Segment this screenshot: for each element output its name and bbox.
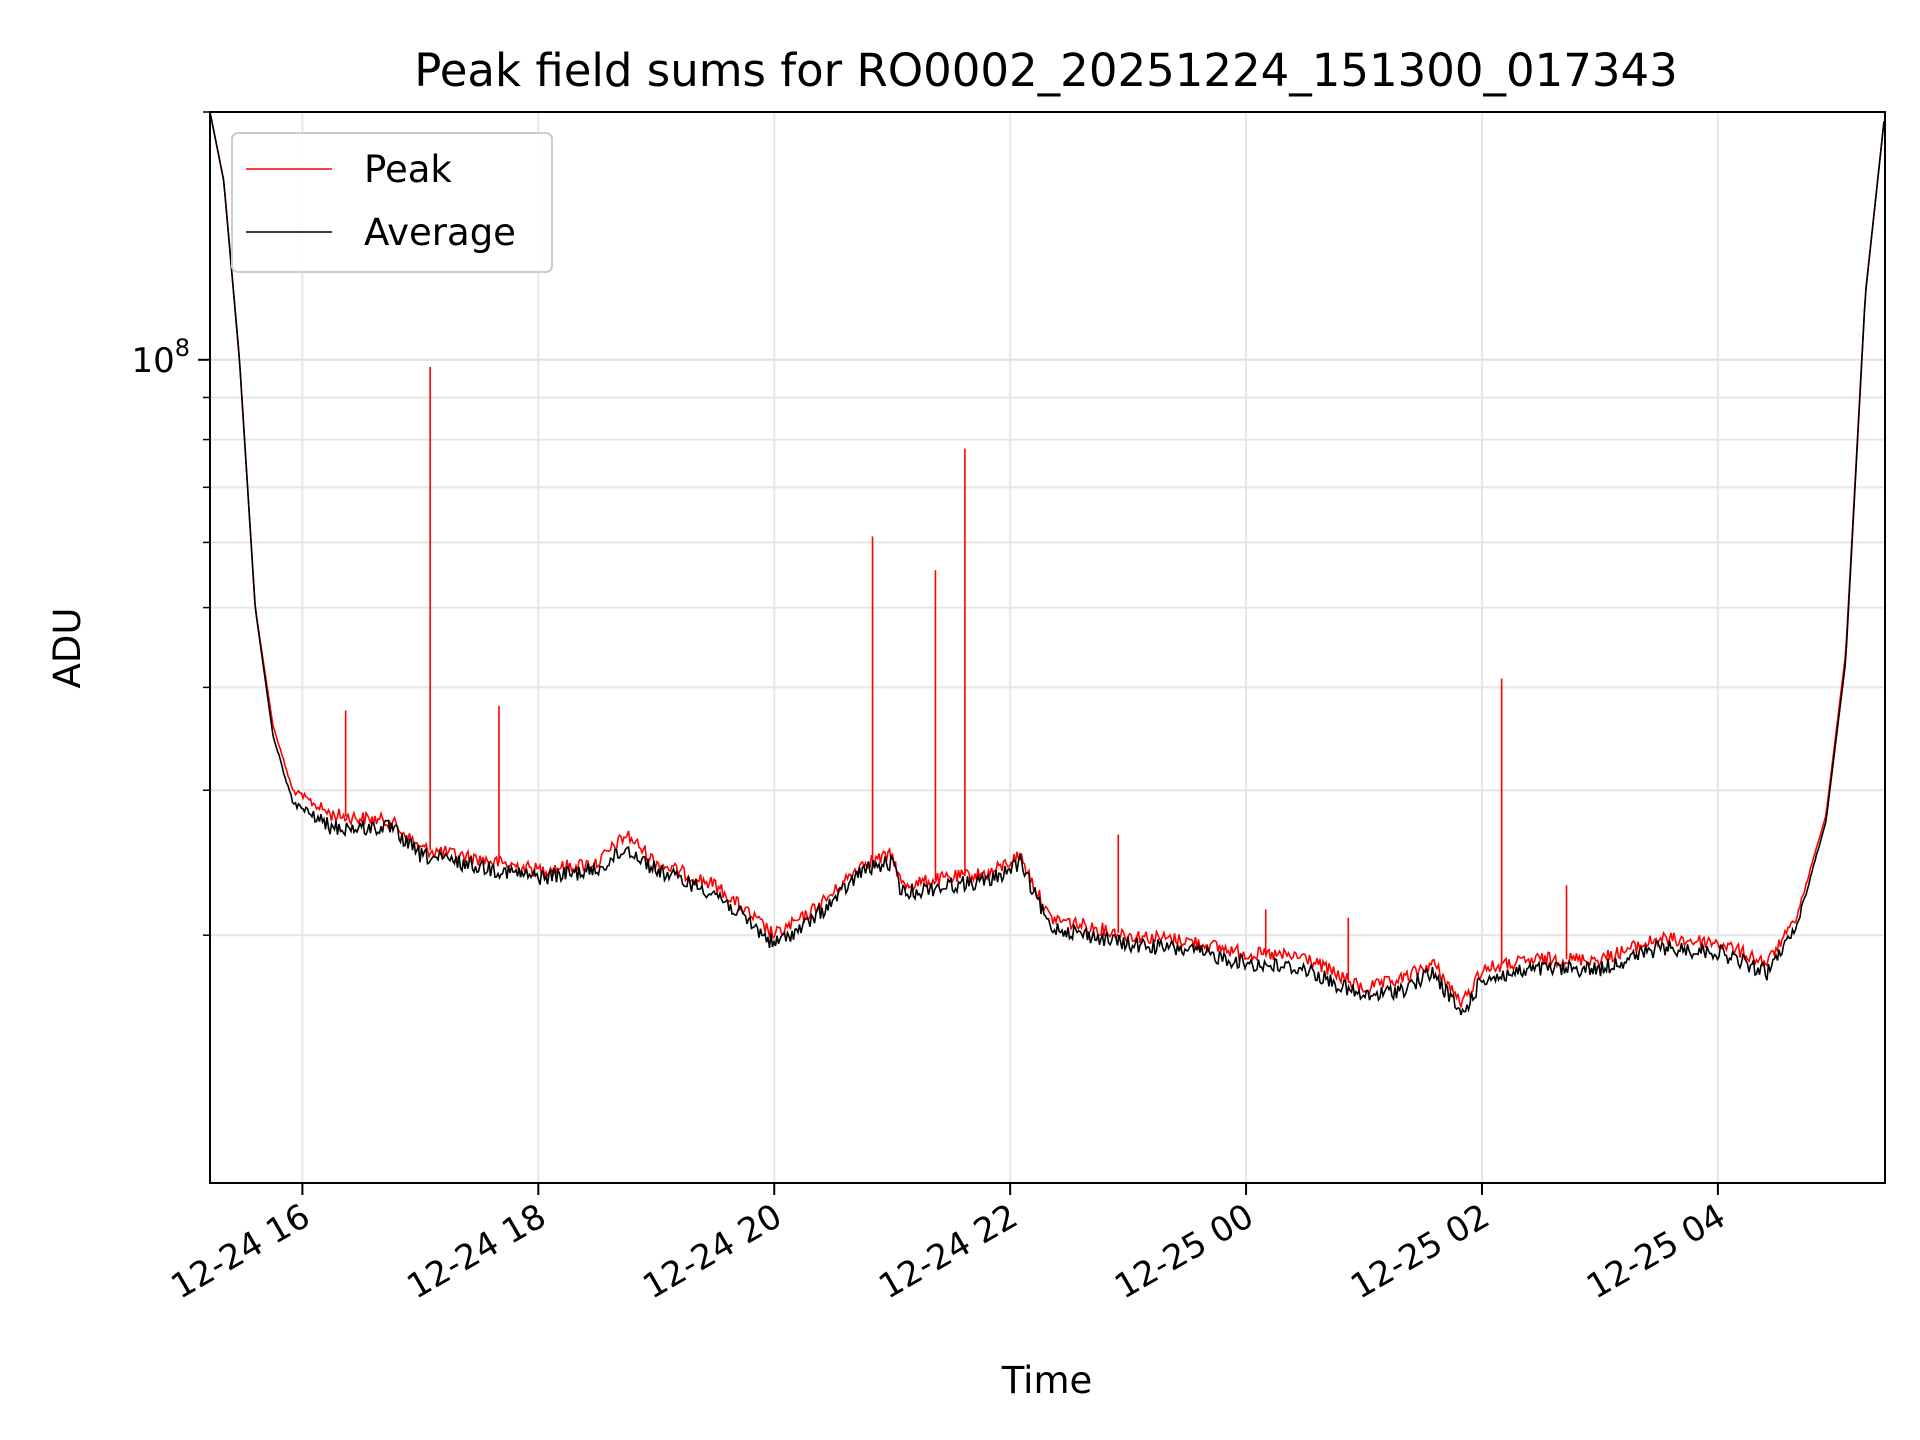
legend-label-average: Average (364, 211, 516, 254)
plot-frame (209, 111, 1886, 1184)
y-axis: 108 (131, 111, 210, 936)
x-axis-label: Time (1001, 1359, 1093, 1402)
chart-title: Peak field sums for RO0002_20251224_1513… (414, 44, 1678, 97)
series-line-average (209, 111, 1885, 1016)
y-tick-label: 108 (131, 334, 190, 381)
legend-label-peak: Peak (364, 148, 452, 191)
series-layer (209, 111, 1885, 1016)
y-axis-label: ADU (46, 608, 89, 689)
legend-box (231, 132, 553, 273)
legend: Peak Average (231, 132, 553, 273)
